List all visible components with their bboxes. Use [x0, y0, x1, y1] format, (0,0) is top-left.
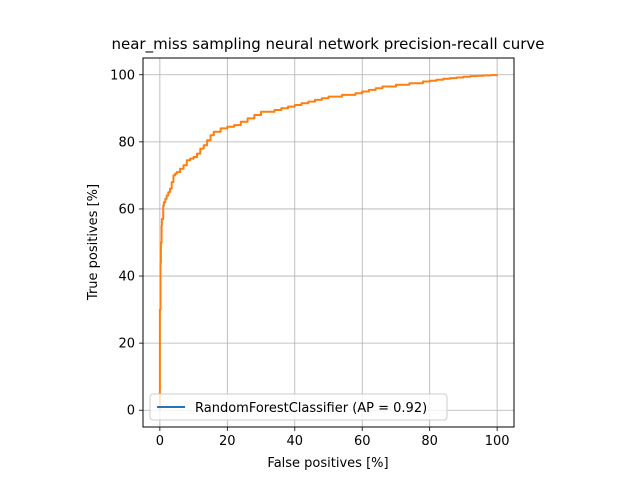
y-tick-label: 100 [110, 68, 135, 83]
ticks: 0 20 40 60 80 100 0 20 40 60 80 100 [110, 68, 509, 449]
y-tick-label: 0 [127, 404, 135, 419]
y-tick-label: 60 [118, 202, 135, 217]
chart-title: near_miss sampling neural network precis… [112, 35, 545, 54]
legend: RandomForestClassifier (AP = 0.92) [149, 393, 448, 421]
legend-label: RandomForestClassifier (AP = 0.92) [195, 401, 427, 416]
x-tick-label: 20 [219, 434, 236, 449]
y-axis-label: True positives [%] [86, 184, 101, 301]
legend-box [149, 393, 448, 421]
pr-curve-line [158, 74, 499, 411]
x-tick-label: 60 [354, 434, 371, 449]
grid [143, 58, 514, 427]
x-tick-label: 100 [485, 434, 510, 449]
series-layer [158, 74, 499, 411]
x-axis-label: False positives [%] [267, 456, 388, 471]
y-tick-label: 80 [118, 135, 135, 150]
y-tick-label: 40 [118, 270, 135, 285]
plot-frame [142, 57, 515, 428]
y-tick-label: 20 [118, 337, 135, 352]
x-tick-label: 40 [286, 434, 303, 449]
x-tick-label: 0 [156, 434, 164, 449]
x-tick-label: 80 [421, 434, 438, 449]
